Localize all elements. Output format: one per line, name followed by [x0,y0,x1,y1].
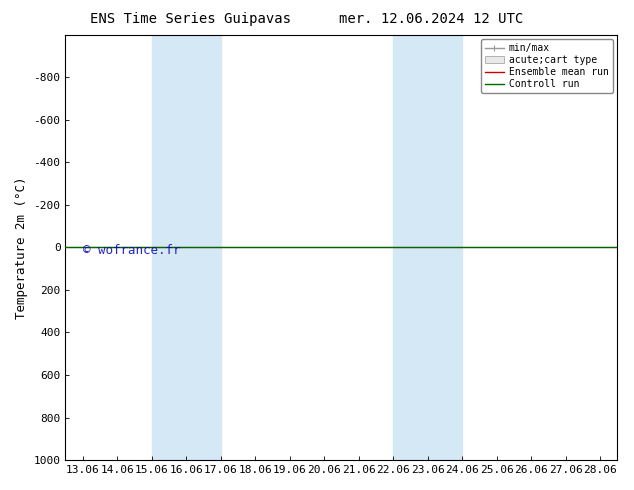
Text: mer. 12.06.2024 12 UTC: mer. 12.06.2024 12 UTC [339,12,523,26]
Bar [393,35,462,460]
Bar [152,35,221,460]
Legend: min/max, acute;cart type, Ensemble mean run, Controll run: min/max, acute;cart type, Ensemble mean … [481,40,612,93]
Y-axis label: Temperature 2m (°C): Temperature 2m (°C) [15,176,28,318]
Text: ENS Time Series Guipavas: ENS Time Series Guipavas [89,12,291,26]
Text: © wofrance.fr: © wofrance.fr [83,244,181,257]
